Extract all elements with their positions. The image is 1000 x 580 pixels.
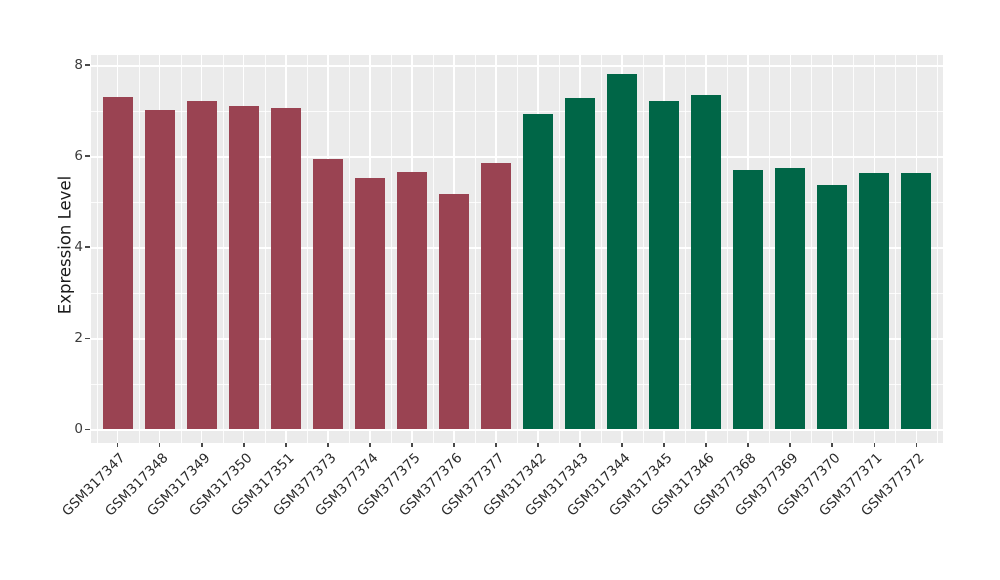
x-tick-mark <box>915 443 918 447</box>
minor-gridline-x <box>769 55 770 443</box>
bar-GSM377377 <box>480 162 511 430</box>
bar-GSM377371 <box>859 173 890 430</box>
x-tick-mark <box>873 443 876 447</box>
bar-GSM377376 <box>438 193 469 430</box>
minor-gridline-x <box>601 55 602 443</box>
x-tick-mark <box>747 443 749 447</box>
bar-GSM317342 <box>523 113 554 430</box>
x-tick-mark <box>579 443 581 447</box>
x-tick-mark <box>705 443 707 447</box>
y-tick-mark-2 <box>85 337 90 339</box>
minor-gridline-x <box>306 55 308 443</box>
y-tick-label-2: 2 <box>74 330 83 347</box>
minor-gridline-x <box>222 55 224 443</box>
x-tick-mark <box>537 443 539 447</box>
minor-gridline-x <box>264 55 266 443</box>
bar-GSM317345 <box>649 101 680 430</box>
plot-panel <box>91 55 943 443</box>
bar-GSM377369 <box>775 168 806 430</box>
x-tick-mark <box>495 443 497 447</box>
bar-GSM377375 <box>396 172 427 430</box>
bar-GSM317344 <box>607 74 638 430</box>
y-tick-mark-0 <box>85 428 90 431</box>
x-tick-mark <box>327 443 329 447</box>
bar-GSM377368 <box>733 169 764 430</box>
y-tick-mark-6 <box>85 155 90 157</box>
y-tick-label-8: 8 <box>74 57 83 74</box>
minor-gridline-x <box>517 55 518 443</box>
x-tick-mark <box>369 443 371 447</box>
minor-gridline-x <box>937 55 939 443</box>
y-tick-label-6: 6 <box>74 148 83 165</box>
y-tick-mark-8 <box>85 64 90 66</box>
x-tick-mark <box>621 443 623 447</box>
bar-GSM377370 <box>817 185 848 430</box>
x-tick-mark <box>663 443 665 447</box>
minor-gridline-x <box>474 55 476 443</box>
x-tick-mark <box>158 443 161 447</box>
x-tick-mark <box>789 443 791 447</box>
minor-gridline-x <box>432 55 434 443</box>
minor-gridline-x <box>138 55 140 443</box>
x-tick-mark <box>201 443 203 447</box>
x-tick-mark <box>243 443 245 447</box>
minor-gridline-x <box>390 55 392 443</box>
minor-gridline-x <box>643 55 644 443</box>
bar-GSM317349 <box>186 100 217 430</box>
bar-GSM377374 <box>354 178 385 430</box>
minor-gridline-x <box>727 55 728 443</box>
minor-gridline-x <box>685 55 686 443</box>
bar-GSM317343 <box>565 97 596 430</box>
y-tick-label-4: 4 <box>74 239 83 256</box>
bar-GSM377373 <box>312 159 343 430</box>
minor-gridline-x <box>895 55 897 443</box>
bar-GSM377372 <box>901 173 932 430</box>
bar-GSM317346 <box>691 94 722 430</box>
minor-gridline-x <box>348 55 350 443</box>
x-tick-mark <box>116 443 119 447</box>
bar-GSM317350 <box>228 105 259 430</box>
minor-gridline-x <box>811 55 813 443</box>
x-tick-mark <box>285 443 287 447</box>
x-tick-mark <box>831 443 833 447</box>
bar-GSM317348 <box>144 110 175 430</box>
minor-gridline-x <box>559 55 560 443</box>
bar-GSM317351 <box>270 108 301 430</box>
bar-GSM317347 <box>102 97 133 430</box>
minor-gridline-x <box>96 55 98 443</box>
minor-gridline-x <box>180 55 182 443</box>
x-tick-mark <box>453 443 455 447</box>
minor-gridline-x <box>853 55 855 443</box>
y-tick-label-0: 0 <box>74 421 83 438</box>
x-tick-mark <box>411 443 413 447</box>
y-tick-mark-4 <box>85 246 90 248</box>
